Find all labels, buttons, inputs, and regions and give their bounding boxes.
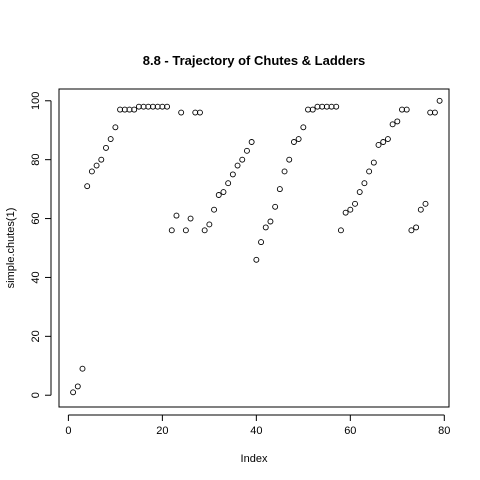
- data-point: [197, 109, 203, 116]
- x-tick-label: 20: [156, 425, 168, 437]
- y-axis-label: simple.chutes(1): [5, 208, 17, 289]
- data-point: [403, 106, 410, 113]
- data-point: [84, 183, 91, 190]
- data-point: [286, 156, 293, 163]
- data-point: [112, 124, 119, 131]
- y-axis: 0 20 40 60 80 100: [30, 92, 52, 398]
- data-point: [182, 227, 189, 234]
- plot-frame: [58, 88, 450, 408]
- data-point: [258, 239, 264, 246]
- data-point: [79, 365, 86, 372]
- data-point: [295, 136, 302, 143]
- x-tick-label: 60: [344, 425, 356, 437]
- data-point: [206, 221, 213, 228]
- y-tick-label: 100: [30, 92, 42, 110]
- data-point: [290, 139, 297, 145]
- data-point: [253, 256, 260, 263]
- chart-title: 8.8 - Trajectory of Chutes & Ladders: [143, 53, 366, 68]
- x-tick-label: 40: [250, 425, 262, 437]
- data-point: [413, 224, 420, 231]
- data-point: [408, 227, 415, 234]
- data-point: [370, 159, 377, 166]
- y-tick-label: 0: [30, 392, 42, 398]
- data-point: [248, 139, 255, 145]
- data-point: [229, 171, 236, 178]
- data-point: [107, 136, 114, 143]
- data-point: [98, 156, 105, 163]
- data-point: [389, 121, 396, 128]
- data-point: [88, 168, 95, 175]
- data-point: [436, 97, 443, 104]
- data-point: [380, 139, 387, 145]
- data-point: [173, 212, 180, 219]
- data-point: [187, 215, 194, 222]
- data-point: [300, 124, 307, 131]
- x-tick-label: 0: [65, 425, 71, 437]
- data-point: [361, 180, 368, 187]
- data-point: [215, 192, 222, 198]
- data-point: [366, 168, 373, 175]
- data-point: [431, 109, 438, 116]
- data-points: [70, 97, 443, 396]
- data-point: [239, 156, 246, 163]
- data-point: [244, 147, 250, 154]
- data-point: [103, 144, 109, 151]
- data-point: [131, 106, 138, 113]
- data-point: [356, 189, 363, 196]
- x-axis-label: Index: [241, 453, 268, 465]
- data-point: [220, 189, 227, 196]
- data-point: [211, 206, 218, 213]
- y-tick-label: 80: [30, 154, 42, 166]
- data-point: [225, 180, 232, 187]
- data-point: [384, 136, 391, 143]
- x-tick-label: 80: [438, 425, 450, 437]
- data-point: [262, 224, 269, 231]
- data-point: [234, 162, 241, 169]
- data-point: [267, 218, 274, 225]
- data-point: [342, 209, 349, 216]
- data-point: [333, 103, 340, 110]
- x-axis: 0 20 40 60 80: [65, 414, 450, 437]
- data-point: [394, 118, 401, 125]
- data-point: [168, 227, 175, 234]
- data-point: [201, 227, 208, 234]
- y-tick-label: 40: [30, 271, 42, 283]
- data-point: [70, 389, 77, 396]
- y-tick-label: 20: [30, 330, 42, 342]
- data-point: [309, 106, 316, 113]
- data-point: [164, 103, 171, 110]
- y-tick-label: 60: [30, 212, 42, 224]
- data-point: [281, 168, 288, 175]
- data-point: [276, 186, 283, 193]
- data-point: [178, 109, 185, 116]
- data-point: [352, 200, 358, 207]
- data-point: [93, 162, 100, 169]
- data-point: [417, 206, 424, 213]
- data-point: [337, 227, 344, 234]
- data-point: [74, 383, 81, 390]
- data-point: [347, 206, 354, 213]
- data-point: [375, 141, 382, 148]
- data-point: [422, 200, 429, 207]
- data-point: [272, 203, 279, 210]
